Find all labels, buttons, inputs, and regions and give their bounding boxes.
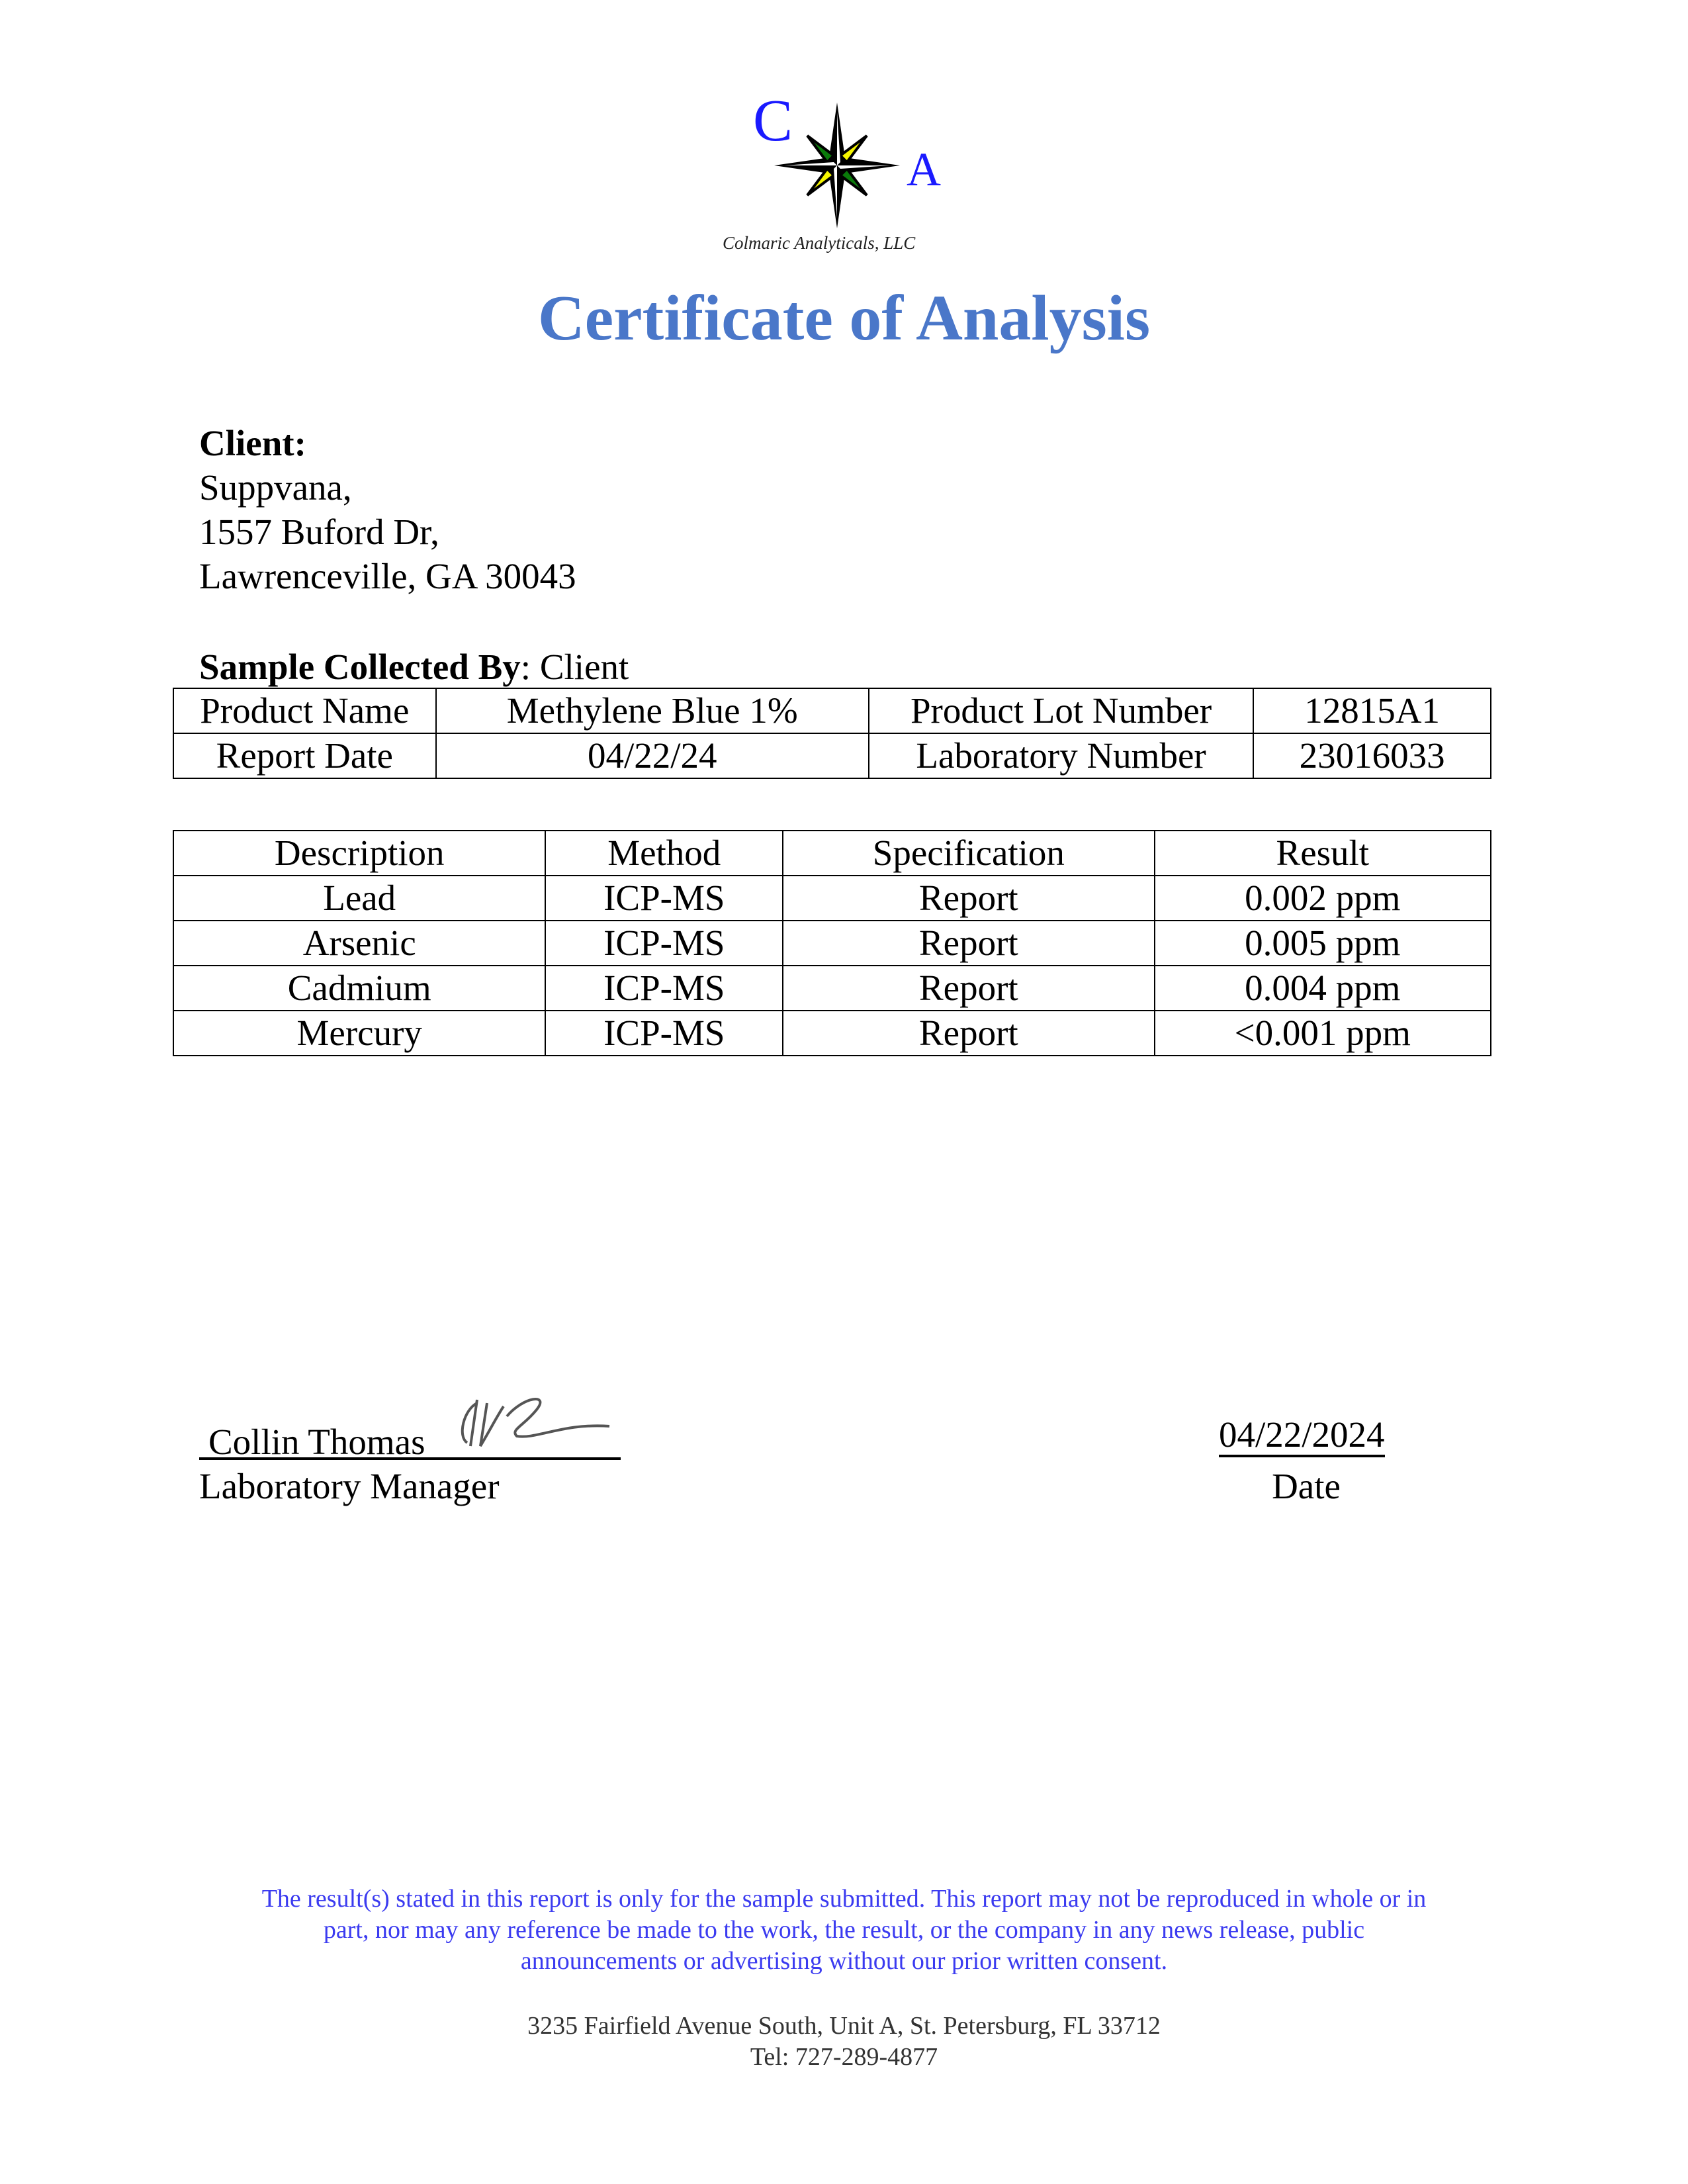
laboratory-number-value: 23016033 [1253,733,1491,779]
table-row: Mercury ICP-MS Report <0.001 ppm [172,1010,1492,1056]
sample-collected-value: : Client [520,647,629,687]
cell-description: Cadmium [172,965,547,1011]
table-header-row: Description Method Specification Result [172,830,1492,876]
signatory-name: Collin Thomas [208,1422,425,1462]
header-description: Description [172,830,547,876]
product-name-value: Methylene Blue 1% [435,688,869,734]
date-label: Date [1272,1466,1341,1506]
logo-letter-c: C [753,93,793,154]
cell-specification: Report [782,920,1155,966]
cell-method: ICP-MS [545,1010,784,1056]
client-label: Client: [199,423,306,463]
cell-result: <0.001 ppm [1153,1010,1492,1056]
lot-number-label: Product Lot Number [867,688,1255,734]
laboratory-number-label: Laboratory Number [867,733,1255,779]
cell-result: 0.005 ppm [1153,920,1492,966]
table-row: Lead ICP-MS Report 0.002 ppm [172,875,1492,921]
signatory-role: Laboratory Manager [199,1466,500,1506]
results-table: Description Method Specification Result … [172,830,1492,1056]
cell-method: ICP-MS [545,965,784,1011]
disclaimer-line: The result(s) stated in this report is o… [261,1885,1427,1913]
handwritten-signature [461,1398,610,1447]
cell-specification: Report [782,1010,1155,1056]
cell-method: ICP-MS [545,920,784,966]
lot-number-value: 12815A1 [1253,688,1491,734]
cell-specification: Report [782,875,1155,921]
header-specification: Specification [782,830,1155,876]
phone-line: Tel: 727-289-4877 [750,2043,938,2071]
client-block: Client: Suppvana, 1557 Buford Dr, Lawren… [199,421,576,598]
client-address-line2: Lawrenceville, GA 30043 [199,556,576,596]
product-info-table: Product Name Methylene Blue 1% Product L… [173,688,1491,779]
signature-line: Collin Thomas [199,1390,621,1462]
product-name-label: Product Name [173,688,437,734]
table-row: Arsenic ICP-MS Report 0.005 ppm [172,920,1492,966]
logo-letter-a: A [907,143,941,196]
report-date-label: Report Date [173,733,437,779]
page-title: Certificate of Analysis [537,283,1151,354]
address-line: 3235 Fairfield Avenue South, Unit A, St.… [527,2012,1161,2040]
table-row: Report Date 04/22/24 Laboratory Number 2… [173,733,1491,779]
cell-description: Lead [172,875,547,921]
disclaimer: The result(s) stated in this report is o… [185,1884,1503,1977]
cell-result: 0.004 ppm [1153,965,1492,1011]
header-result: Result [1153,830,1492,876]
client-address-line1: 1557 Buford Dr, [199,512,439,552]
compass-star-icon [774,103,900,228]
cell-result: 0.002 ppm [1153,875,1492,921]
client-name: Suppvana, [199,467,352,508]
disclaimer-line: part, nor may any reference be made to t… [323,1916,1365,1944]
signature-date: 04/22/2024 [1219,1415,1385,1457]
cell-method: ICP-MS [545,875,784,921]
cell-specification: Report [782,965,1155,1011]
table-row: Product Name Methylene Blue 1% Product L… [173,688,1491,734]
disclaimer-line: announcements or advertising without our… [520,1947,1168,1975]
sample-collected-label: Sample Collected By [199,647,521,687]
table-row: Cadmium ICP-MS Report 0.004 ppm [172,965,1492,1011]
header-method: Method [545,830,784,876]
cell-description: Mercury [172,1010,547,1056]
company-logo: C A Colmaric Analyticals, LLC [723,93,941,253]
lab-address: 3235 Fairfield Avenue South, Unit A, St.… [0,2011,1688,2073]
report-date-value: 04/22/24 [435,733,869,779]
sample-collected-by: Sample Collected By: Client [199,645,629,689]
cell-description: Arsenic [172,920,547,966]
logo-company-name: Colmaric Analyticals, LLC [723,233,916,253]
